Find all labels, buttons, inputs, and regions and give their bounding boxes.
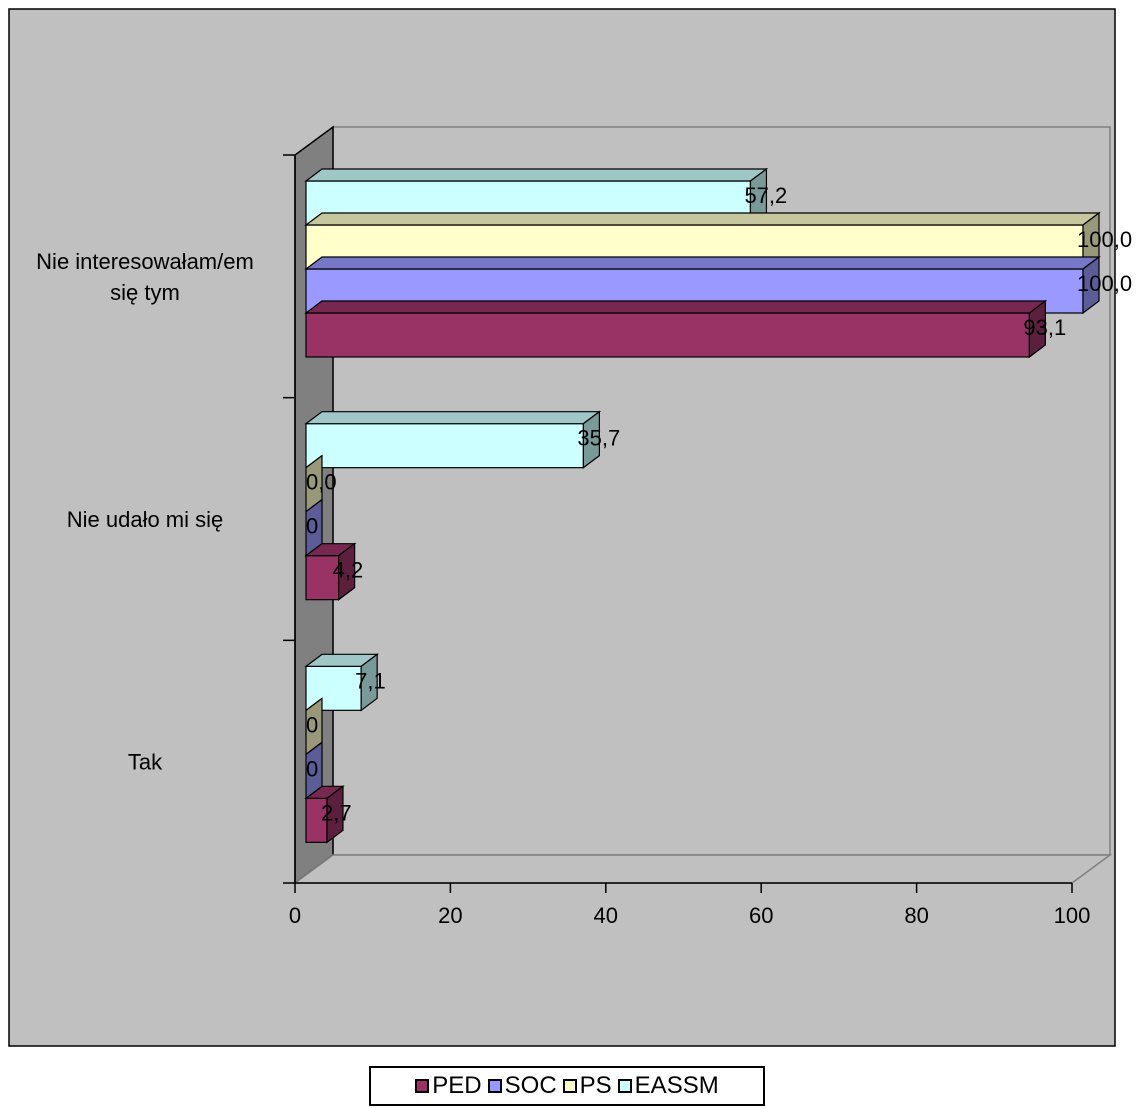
y-category-label: Nie interesowałam/em <box>36 249 254 274</box>
bar-side <box>1082 255 1100 315</box>
data-label: 100,0 <box>1077 227 1132 252</box>
data-label: 0 <box>306 514 318 539</box>
bar-front <box>305 423 584 469</box>
bar-side <box>360 653 378 712</box>
floor <box>292 854 1113 884</box>
bar-front <box>305 312 1030 358</box>
legend-swatch <box>617 1079 632 1093</box>
bar-side <box>1028 299 1046 359</box>
x-tick-label: 40 <box>594 903 618 928</box>
legend-label: SOC <box>504 1072 557 1099</box>
bar-top <box>304 212 1101 226</box>
legend-item: EASSM <box>617 1072 719 1100</box>
bar-side <box>326 785 344 844</box>
data-label: 100,0 <box>1077 271 1132 296</box>
bar <box>305 741 323 800</box>
data-label: 0 <box>306 756 318 781</box>
axis-ticks: 0 20 40 60 80 100 Nie interesowałam/em się tym N… <box>36 154 1091 928</box>
data-label: 4,2 <box>333 558 364 583</box>
legend-item: PS <box>562 1072 612 1100</box>
y-category-label: Tak <box>128 750 163 775</box>
legend-label: EASSM <box>634 1072 719 1099</box>
data-label: 0,0 <box>306 470 337 495</box>
bar <box>304 542 357 601</box>
data-label: 2,7 <box>321 800 352 825</box>
x-tick-label: 100 <box>1054 903 1091 928</box>
x-tick-label: 20 <box>438 903 462 928</box>
bar-top <box>304 411 602 425</box>
bar <box>304 299 1048 359</box>
legend: PED SOC PS EASSM <box>369 1066 765 1106</box>
bar <box>304 785 345 844</box>
bar <box>305 498 323 557</box>
legend-swatch <box>415 1079 430 1093</box>
legend-item: SOC <box>487 1072 557 1100</box>
x-tick-label: 60 <box>749 903 773 928</box>
bar-top <box>304 300 1048 314</box>
legend-label: PED <box>432 1072 482 1099</box>
data-label: 0 <box>306 712 318 737</box>
bars <box>304 167 1101 844</box>
data-label: 93,1 <box>1023 315 1066 340</box>
bar <box>304 410 602 469</box>
bar <box>304 653 379 712</box>
bar-side <box>338 542 356 601</box>
legend-swatch <box>562 1079 577 1093</box>
x-tick-label: 0 <box>289 903 301 928</box>
bar-top <box>304 256 1101 270</box>
data-label: 35,7 <box>577 426 620 451</box>
data-label: 7,1 <box>355 668 386 693</box>
bar-top <box>304 168 769 182</box>
legend-item: PED <box>415 1072 482 1100</box>
data-label: 57,2 <box>744 183 787 208</box>
legend-label: PS <box>579 1072 612 1099</box>
y-category-label: się tym <box>110 280 180 305</box>
x-tick-label: 80 <box>904 903 928 928</box>
legend-swatch <box>487 1079 502 1093</box>
bar-side <box>582 410 600 469</box>
y-category-label: Nie udało mi się <box>67 507 224 532</box>
